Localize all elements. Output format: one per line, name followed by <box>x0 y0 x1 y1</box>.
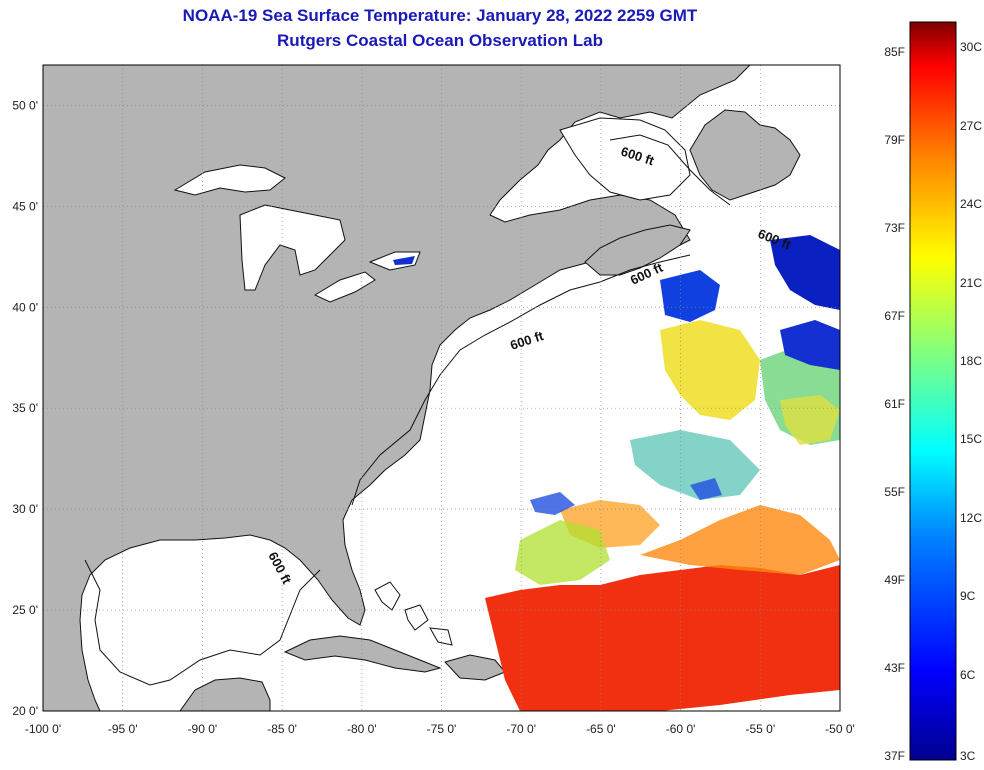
sst-yellow-patch <box>780 395 840 445</box>
latitude-tick-label: 50 0' <box>12 98 38 112</box>
colorbar-celsius-labels: 30C 27C 24C 21C 18C 15C 12C 9C 6C 3C <box>960 40 982 763</box>
longitude-tick-label: -85 0' <box>267 722 297 736</box>
latitude-tick-label: 40 0' <box>12 300 38 314</box>
sst-warm-orange <box>640 505 840 575</box>
longitude-tick-label: -80 0' <box>347 722 377 736</box>
sst-lime-patch <box>515 520 610 585</box>
colorbar-fahrenheit-label: 37F <box>884 749 905 763</box>
colorbar-celsius-label: 9C <box>960 589 976 603</box>
colorbar-celsius-label: 27C <box>960 119 982 133</box>
lake-michigan-huron <box>239 204 346 291</box>
longitude-tick-label: -55 0' <box>745 722 775 736</box>
sst-swath <box>485 235 840 711</box>
lake-superior <box>173 164 286 196</box>
sst-cold-region-2 <box>770 235 840 310</box>
colorbar-fahrenheit-label: 43F <box>884 661 905 675</box>
land-newfoundland <box>689 109 801 201</box>
latitude-axis: 20 0' 25 0' 30 0' 35 0' 40 0' 45 0' 50 0' <box>12 98 38 718</box>
longitude-tick-label: -60 0' <box>666 722 696 736</box>
land-north-america <box>43 65 751 711</box>
sst-cold-region-3 <box>780 320 840 370</box>
map-title: NOAA-19 Sea Surface Temperature: January… <box>182 6 698 25</box>
colorbar-celsius-label: 30C <box>960 40 982 54</box>
longitude-tick-label: -95 0' <box>108 722 138 736</box>
gulf-st-lawrence <box>559 117 691 201</box>
colorbar-fahrenheit-labels: 85F 79F 73F 67F 61F 55F 49F 43F 37F <box>884 45 905 763</box>
latitude-tick-label: 30 0' <box>12 502 38 516</box>
latitude-tick-label: 20 0' <box>12 704 38 718</box>
sst-mixed-band <box>630 430 760 500</box>
map-frame <box>42 64 841 712</box>
colorbar-celsius-label: 6C <box>960 668 976 682</box>
longitude-axis: -100 0' -95 0' -90 0' -85 0' -80 0' -75 0' -70… <box>25 722 855 736</box>
map-grid <box>43 65 840 711</box>
lake-ontario-sst <box>393 256 415 265</box>
latitude-tick-label: 45 0' <box>12 199 38 213</box>
colorbar-fahrenheit-label: 55F <box>884 485 905 499</box>
land-yucatan <box>179 677 271 711</box>
colorbar-celsius-label: 3C <box>960 749 976 763</box>
colorbar-celsius-label: 21C <box>960 276 982 290</box>
colorbar-fahrenheit-label: 79F <box>884 133 905 147</box>
sst-yellow-band <box>660 320 760 420</box>
sst-warm-region <box>485 565 840 711</box>
colorbar-fahrenheit-label: 67F <box>884 309 905 323</box>
land-bahamas <box>374 581 453 646</box>
colorbar-celsius-label: 24C <box>960 197 982 211</box>
colorbar-fahrenheit-label: 85F <box>884 45 905 59</box>
longitude-tick-label: -100 0' <box>25 722 61 736</box>
latitude-tick-label: 25 0' <box>12 603 38 617</box>
sst-cold-region <box>660 270 720 322</box>
land-cuba <box>283 635 442 673</box>
longitude-tick-label: -65 0' <box>586 722 616 736</box>
colorbar-fahrenheit-label: 61F <box>884 397 905 411</box>
longitude-tick-label: -90 0' <box>188 722 218 736</box>
colorbar-fahrenheit-label: 49F <box>884 573 905 587</box>
longitude-tick-label: -70 0' <box>506 722 536 736</box>
colorbar-celsius-label: 12C <box>960 511 982 525</box>
colorbar-celsius-label: 15C <box>960 432 982 446</box>
colorbar-fahrenheit-label: 73F <box>884 221 905 235</box>
longitude-tick-label: -75 0' <box>427 722 457 736</box>
colorbar <box>909 21 957 761</box>
map-subtitle: Rutgers Coastal Ocean Observation Lab <box>277 31 603 50</box>
colorbar-celsius-label: 18C <box>960 354 982 368</box>
lake-erie <box>313 271 376 303</box>
latitude-tick-label: 35 0' <box>12 401 38 415</box>
longitude-tick-label: -50 0' <box>825 722 855 736</box>
sst-cold-speckle <box>530 478 722 515</box>
depth-contour-600ft <box>84 134 731 686</box>
